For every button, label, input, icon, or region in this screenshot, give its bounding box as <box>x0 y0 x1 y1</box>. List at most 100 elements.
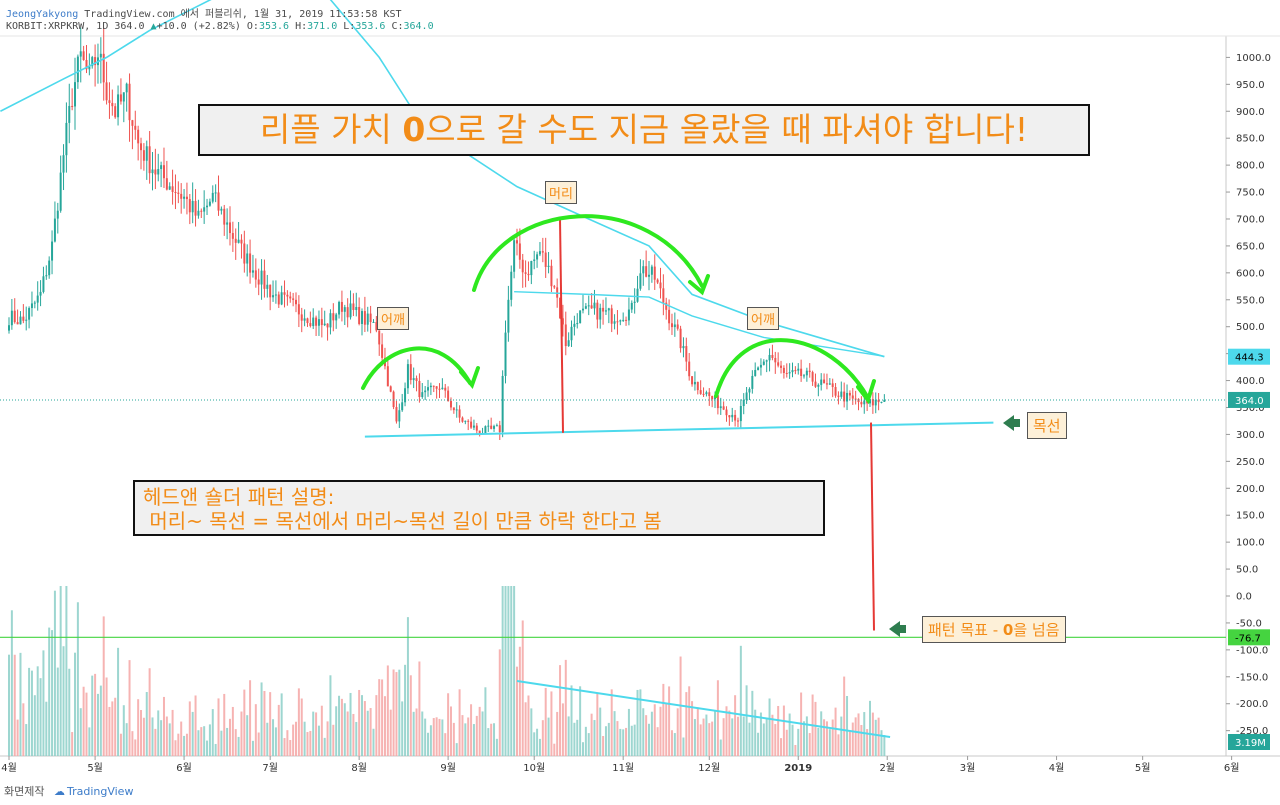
volume-bar <box>352 713 355 756</box>
candle-body <box>22 316 25 321</box>
y-tick-label: 50.0 <box>1236 565 1258 576</box>
volume-bar <box>45 701 48 756</box>
volume-bar <box>639 689 642 756</box>
volume-bar <box>498 649 501 756</box>
candle-body <box>762 361 765 365</box>
candle-body <box>418 380 421 398</box>
candle-body <box>42 276 45 292</box>
description-line-2: 머리~ 목선 = 목선에서 머리~목선 길이 만큼 하락 한다고 봄 <box>143 509 662 533</box>
volume-bar <box>145 692 148 756</box>
candle-body <box>515 240 518 244</box>
candle-body <box>263 270 266 289</box>
candle-body <box>165 178 168 190</box>
candle-body <box>834 387 837 396</box>
candle-body <box>627 309 630 321</box>
volume-bar <box>383 696 386 756</box>
volume-bar <box>507 586 510 756</box>
candle-body <box>820 379 823 385</box>
last-price-label-bg <box>1228 391 1270 408</box>
candle-body <box>616 321 619 323</box>
volume-bar <box>188 701 191 756</box>
volume-bar <box>372 728 375 756</box>
candle-body <box>277 294 280 305</box>
head-height-line <box>559 218 564 433</box>
volume-bar <box>596 693 599 756</box>
volume-bar <box>470 704 473 756</box>
volume-bar <box>119 733 122 756</box>
candle-body <box>392 391 395 408</box>
volume-bar <box>151 717 154 756</box>
volume-bar <box>30 670 33 756</box>
volume-bar <box>82 686 85 756</box>
volume-bar <box>286 730 289 756</box>
close-value: 364.0 <box>403 21 434 32</box>
candle-body <box>731 414 734 418</box>
volume-bar <box>751 690 754 756</box>
volume-bar <box>449 706 452 756</box>
volume-bar <box>693 719 696 756</box>
left-shoulder-label[interactable]: 어깨 <box>377 307 409 330</box>
head-label[interactable]: 머리 <box>545 181 577 204</box>
candle-body <box>398 410 401 422</box>
candle-body <box>117 94 120 118</box>
volume-bar <box>682 737 685 756</box>
candle-body <box>30 303 33 309</box>
candle-body <box>183 196 186 199</box>
candle-body <box>846 392 849 402</box>
pattern-description-note[interactable]: 헤드앤 숄더 패턴 설명: 머리~ 목선 = 목선에서 머리~목선 길이 만큼 … <box>133 480 825 536</box>
high-value: 371.0 <box>307 21 338 32</box>
volume-bar <box>254 704 257 756</box>
target-label[interactable]: 패턴 목표 - 0을 넘음 <box>922 616 1066 643</box>
x-tick-label: 3월 <box>960 762 976 774</box>
volume-bar <box>653 704 656 756</box>
volume-bar <box>444 733 447 756</box>
candle-body <box>871 399 874 406</box>
volume-bar <box>177 733 180 756</box>
right-shoulder-label[interactable]: 어깨 <box>747 307 779 330</box>
candle-body <box>576 323 579 325</box>
candle-body <box>404 388 407 403</box>
symbol-label[interactable]: KORBIT:XRPKRW, 1D <box>6 21 109 32</box>
candle-body <box>160 165 163 170</box>
moving-average-line <box>0 0 885 358</box>
volume-bar <box>650 711 653 756</box>
headline-note[interactable]: 리플 가치 0으로 갈 수도 지금 올랐을 때 파셔야 합니다! <box>198 104 1090 156</box>
candle-body <box>518 243 521 260</box>
candle-body <box>685 346 688 362</box>
last-price: 364.0 <box>114 21 145 32</box>
candle-body <box>642 266 645 274</box>
candle-body <box>415 378 418 381</box>
volume-bar <box>36 666 39 756</box>
candle-body <box>728 415 731 418</box>
candle-body <box>501 375 504 433</box>
x-tick-label: 5월 <box>87 762 103 774</box>
volume-bar <box>527 695 530 756</box>
volume-bar <box>131 731 134 756</box>
volume-bar <box>323 737 326 756</box>
neckline-label[interactable]: 목선 <box>1027 412 1067 439</box>
volume-trend-line <box>516 680 891 738</box>
candle-body <box>814 381 817 387</box>
candle-body <box>579 310 582 324</box>
author-link[interactable]: JeongYakyong <box>6 9 79 20</box>
volume-bar <box>381 679 384 756</box>
volume-bar <box>662 683 665 756</box>
candle-body <box>274 294 277 296</box>
candle-body <box>395 407 398 422</box>
volume-bar <box>625 727 628 756</box>
volume-bar <box>757 732 760 756</box>
volume-bar <box>59 586 62 756</box>
headline-post: 으로 갈 수도 지금 올랐을 때 파셔야 합니다! <box>425 110 1029 149</box>
x-tick-label: 12월 <box>698 762 720 774</box>
candle-body <box>300 314 303 321</box>
volume-bar <box>378 679 381 756</box>
volume-bar <box>851 722 854 756</box>
volume-bar <box>857 713 860 756</box>
volume-bar <box>825 721 828 756</box>
volume-bar <box>452 722 455 756</box>
volume-bar <box>361 695 364 756</box>
brand-link[interactable]: TradingView <box>66 785 134 798</box>
volume-bar <box>831 719 834 756</box>
candle-body <box>708 392 711 397</box>
